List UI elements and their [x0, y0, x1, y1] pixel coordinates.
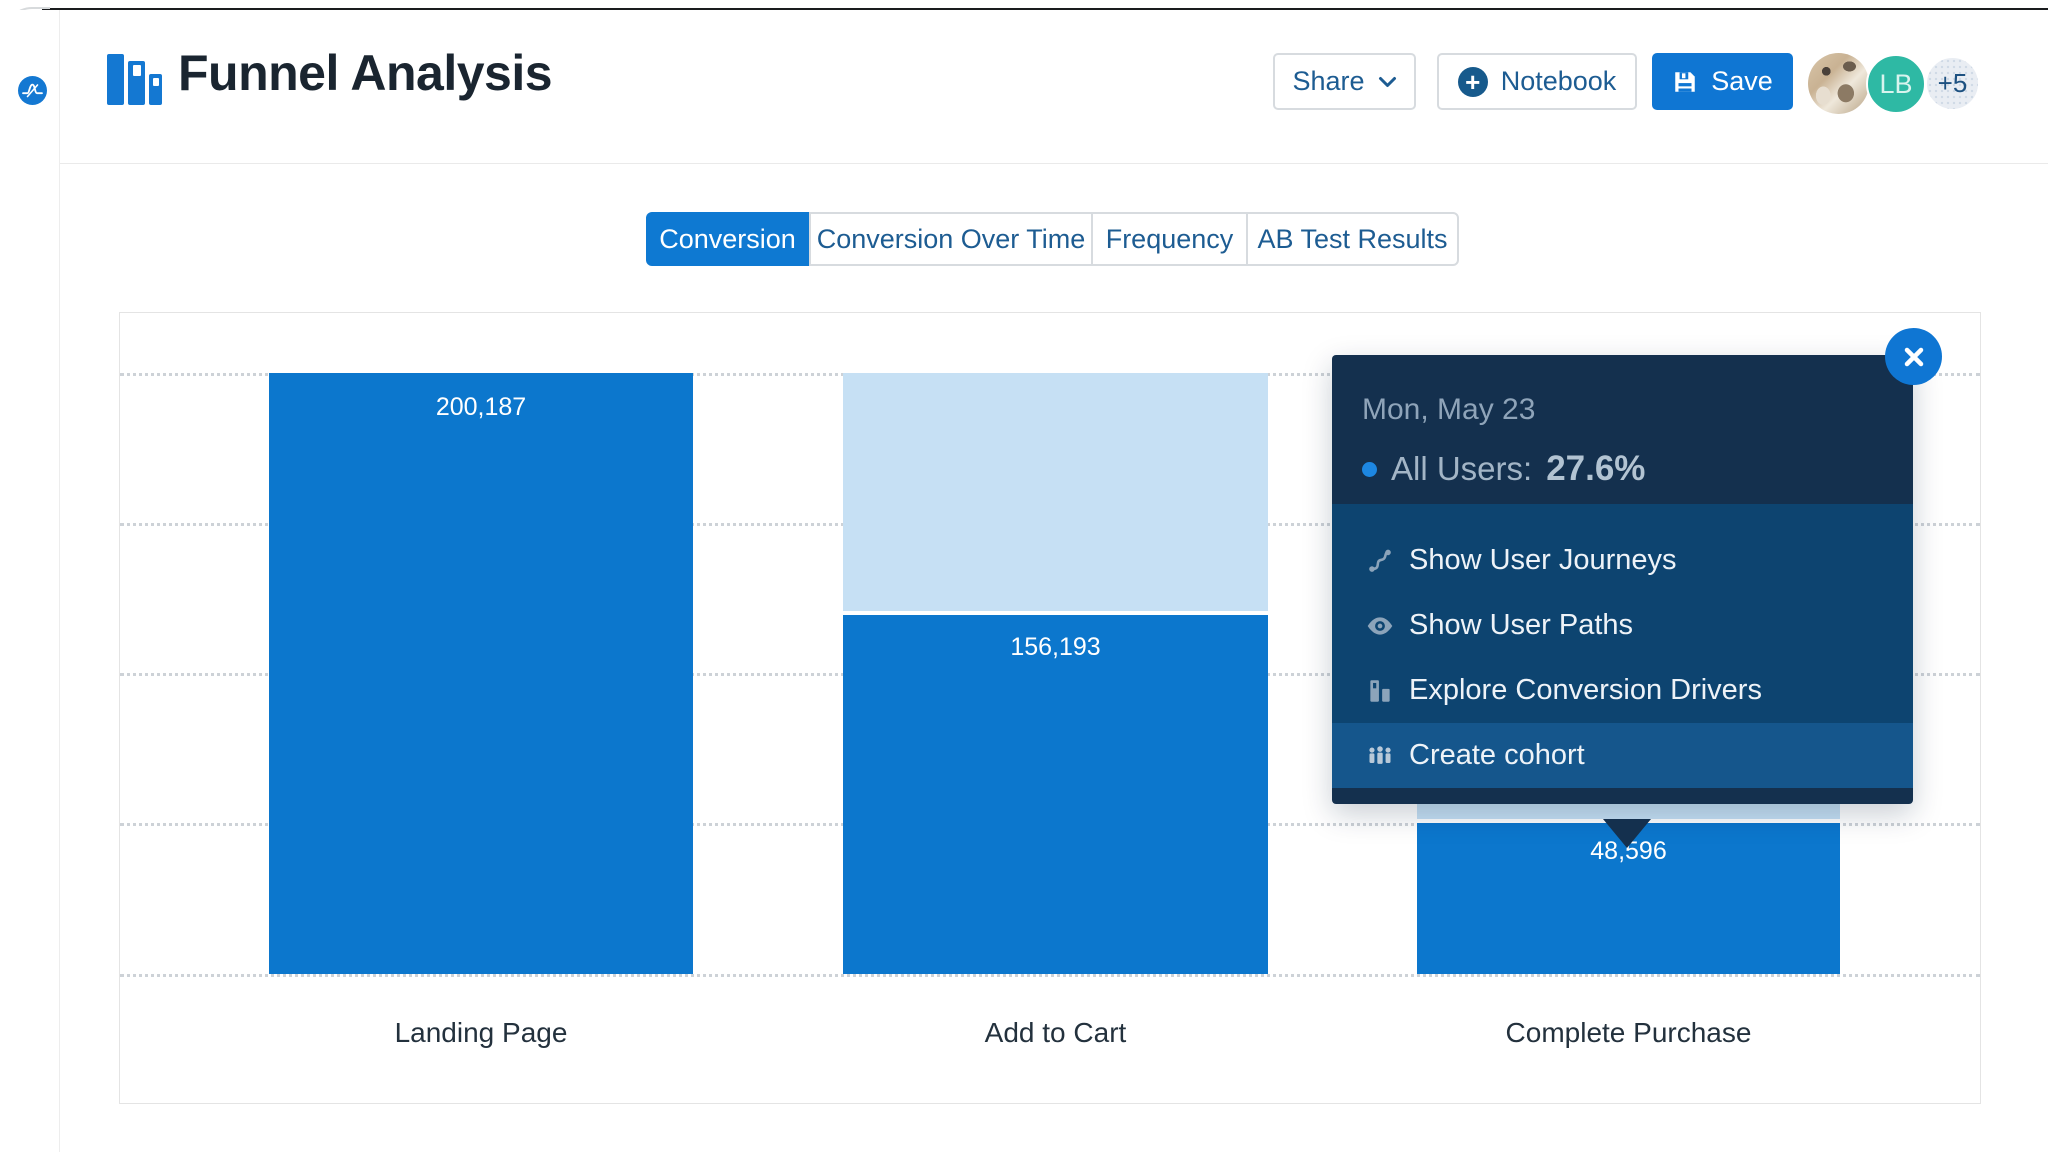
bar-complete-purchase[interactable]: 48,596	[1417, 823, 1840, 974]
gridline	[120, 974, 1980, 977]
tooltip-menu: Show User Journeys Show User Paths	[1332, 504, 1913, 788]
share-button[interactable]: Share	[1273, 53, 1416, 110]
tooltip-conversion-value: 27.6%	[1546, 449, 1646, 488]
tab-label: Frequency	[1105, 223, 1234, 254]
save-button-label: Save	[1711, 66, 1773, 96]
bar-landing-page[interactable]: 200,187	[269, 373, 693, 974]
bar-add-to-cart[interactable]: 156,193	[843, 615, 1268, 974]
menu-item-label: Create cohort	[1409, 739, 1585, 771]
category-label-add-to-cart: Add to Cart	[984, 1017, 1127, 1048]
notebook-button-label: Notebook	[1500, 66, 1617, 96]
tab-frequency[interactable]: Frequency	[1091, 212, 1248, 266]
menu-item-create-cohort[interactable]: Create cohort	[1332, 723, 1913, 788]
bar-chart-icon	[1365, 676, 1395, 706]
funnel-chart-icon	[107, 54, 163, 105]
tooltip-series-label: All Users:	[1391, 450, 1533, 487]
avatar-overflow-count[interactable]: +5	[1925, 56, 1980, 111]
sidebar	[0, 10, 60, 1152]
avatar-initials[interactable]: LB	[1866, 54, 1926, 114]
tab-conversion-over-time[interactable]: Conversion Over Time	[809, 212, 1093, 266]
share-button-label: Share	[1292, 66, 1365, 96]
tab-ab-test-results[interactable]: AB Test Results	[1246, 212, 1459, 266]
amplitude-logo-icon[interactable]	[18, 76, 47, 105]
close-icon	[1901, 344, 1927, 370]
people-icon	[1365, 741, 1395, 771]
tooltip-pointer	[1603, 819, 1651, 848]
eye-icon	[1365, 611, 1395, 641]
tooltip-footer-strip	[1332, 788, 1913, 804]
avatar-photo[interactable]	[1808, 53, 1869, 114]
page-title: Funnel Analysis	[178, 45, 553, 101]
notebook-button[interactable]: + Notebook	[1437, 53, 1637, 110]
tooltip-date: Mon, May 23	[1362, 393, 1536, 426]
menu-item-label: Show User Paths	[1409, 609, 1634, 641]
bar-value-label: 200,187	[435, 393, 527, 421]
chevron-down-icon	[1378, 76, 1397, 88]
bar-add-to-cart-total[interactable]	[843, 373, 1268, 611]
menu-item-show-user-journeys[interactable]: Show User Journeys	[1332, 528, 1913, 593]
menu-item-explore-conversion-drivers[interactable]: Explore Conversion Drivers	[1332, 658, 1913, 723]
save-button[interactable]: Save	[1652, 53, 1793, 110]
tab-label: Conversion Over Time	[816, 223, 1086, 254]
close-button[interactable]	[1885, 328, 1942, 385]
menu-item-label: Explore Conversion Drivers	[1409, 674, 1762, 706]
header-divider	[60, 163, 2048, 164]
window-top-edge	[42, 8, 2048, 10]
tab-label: Conversion	[659, 223, 796, 254]
avatar-initials-label: LB	[1879, 68, 1913, 99]
bar-tooltip: Mon, May 23 All Users: 27.6% Show User J…	[1332, 328, 1942, 848]
save-icon	[1672, 69, 1698, 95]
tooltip-header: Mon, May 23 All Users: 27.6%	[1332, 355, 1913, 504]
avatar-overflow-label: +5	[1937, 68, 1968, 98]
menu-item-show-user-paths[interactable]: Show User Paths	[1332, 593, 1913, 658]
menu-item-label: Show User Journeys	[1409, 544, 1677, 576]
series-bullet-icon	[1362, 461, 1377, 477]
tab-label: AB Test Results	[1257, 223, 1448, 254]
bar-value-label: 156,193	[1010, 633, 1101, 661]
category-label-complete-purchase: Complete Purchase	[1505, 1017, 1752, 1048]
journey-icon	[1365, 546, 1395, 576]
plus-circle-icon: +	[1457, 66, 1488, 97]
tab-conversion[interactable]: Conversion	[646, 212, 809, 266]
category-label-landing-page: Landing Page	[394, 1017, 568, 1048]
